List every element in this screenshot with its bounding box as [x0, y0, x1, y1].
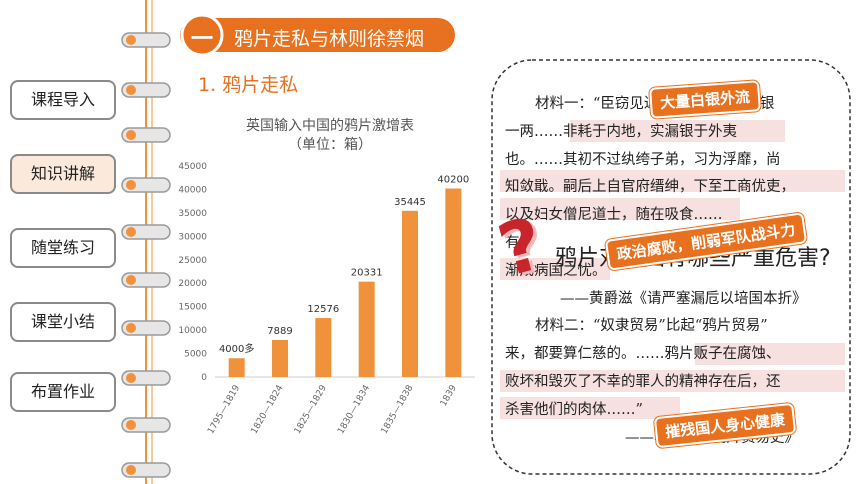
y-tick-label: 10000: [178, 326, 207, 336]
ring-hole: [126, 35, 136, 45]
bar: [228, 358, 245, 377]
text-line: 也。……其初不过纨绔子弟，习为浮靡，尚: [505, 151, 781, 168]
value-label: 40200: [437, 175, 469, 186]
text-line: 以及妇女僧尼道士，随在吸食……: [505, 207, 723, 224]
y-tick-label: 5000: [184, 350, 207, 360]
ring-hole: [126, 180, 136, 190]
chart-subtitle: （单位：箱）: [288, 137, 372, 153]
x-tick-label: 1825—1829: [293, 383, 329, 436]
value-label: 4000多: [219, 342, 254, 355]
value-label: 20331: [351, 268, 383, 279]
nav-button[interactable]: 随堂练习: [10, 228, 116, 268]
y-tick-label: 25000: [178, 256, 207, 266]
y-tick-label: 35000: [178, 209, 207, 219]
ring-hole: [126, 465, 136, 475]
text-line: ——黄爵滋《请严塞漏卮以培国本折》: [560, 290, 807, 307]
value-label: 12576: [307, 304, 339, 315]
bar: [445, 188, 462, 377]
ring-hole: [126, 275, 136, 285]
y-tick-label: 40000: [178, 185, 207, 195]
x-tick-label: 1839: [439, 383, 459, 408]
bar: [358, 281, 375, 377]
x-tick-label: 1830—1834: [336, 383, 372, 436]
value-label: 35445: [394, 197, 426, 208]
subsection: 1. 鸦片走私: [198, 74, 299, 96]
text-line: 一两……非耗于内地，实漏银于外夷: [505, 123, 737, 140]
y-tick-label: 30000: [178, 232, 207, 242]
text-line: 来，都要算仁慈的。……鸦片贩子在腐蚀、: [505, 346, 781, 363]
value-label: 7889: [267, 326, 292, 337]
text-line: 知敛戢。嗣后上自官府缙绅，下至工商优吏，: [505, 179, 795, 196]
x-tick-label: 1795—1819: [206, 383, 242, 436]
ring-hole: [126, 130, 136, 140]
bar: [402, 210, 418, 377]
section-number: 一: [190, 27, 213, 52]
y-tick-label: 45000: [178, 162, 207, 172]
nav-button[interactable]: 课堂小结: [10, 302, 116, 342]
text-line: 有: [505, 235, 520, 251]
x-tick-label: 1820—1824: [250, 383, 286, 436]
ring-hole: [126, 323, 136, 333]
ring-hole: [126, 227, 136, 237]
y-tick-label: 15000: [178, 303, 207, 313]
text-line: 败坏和毁灭了不幸的罪人的精神存在后，还: [505, 374, 781, 390]
y-tick-label: 0: [201, 373, 207, 383]
section-title: 鸦片走私与林则徐禁烟: [234, 28, 425, 50]
bar: [272, 340, 288, 377]
nav-button[interactable]: 知识讲解: [10, 154, 116, 194]
chart: 英国输入中国的鸦片激增表 （单位：箱） 0 5000 10000 15000 20000 25…: [178, 117, 475, 436]
text-line: 杀害他们的肉体……”: [505, 401, 643, 418]
nav-button[interactable]: 布置作业: [10, 372, 116, 412]
x-tick-label: 1835—1838: [380, 383, 416, 436]
ring-hole: [126, 420, 136, 430]
text-line: 渐成病国之忧。: [505, 262, 607, 279]
nav-button[interactable]: 课程导入: [10, 80, 116, 120]
ring-hole: [126, 373, 136, 383]
text-line: 材料二：“奴隶贸易”比起“鸦片贸易”: [535, 318, 768, 335]
bar: [315, 318, 332, 377]
chart-title: 英国输入中国的鸦片激增表: [246, 117, 414, 134]
y-tick-label: 20000: [178, 279, 207, 289]
ring-hole: [126, 85, 136, 95]
